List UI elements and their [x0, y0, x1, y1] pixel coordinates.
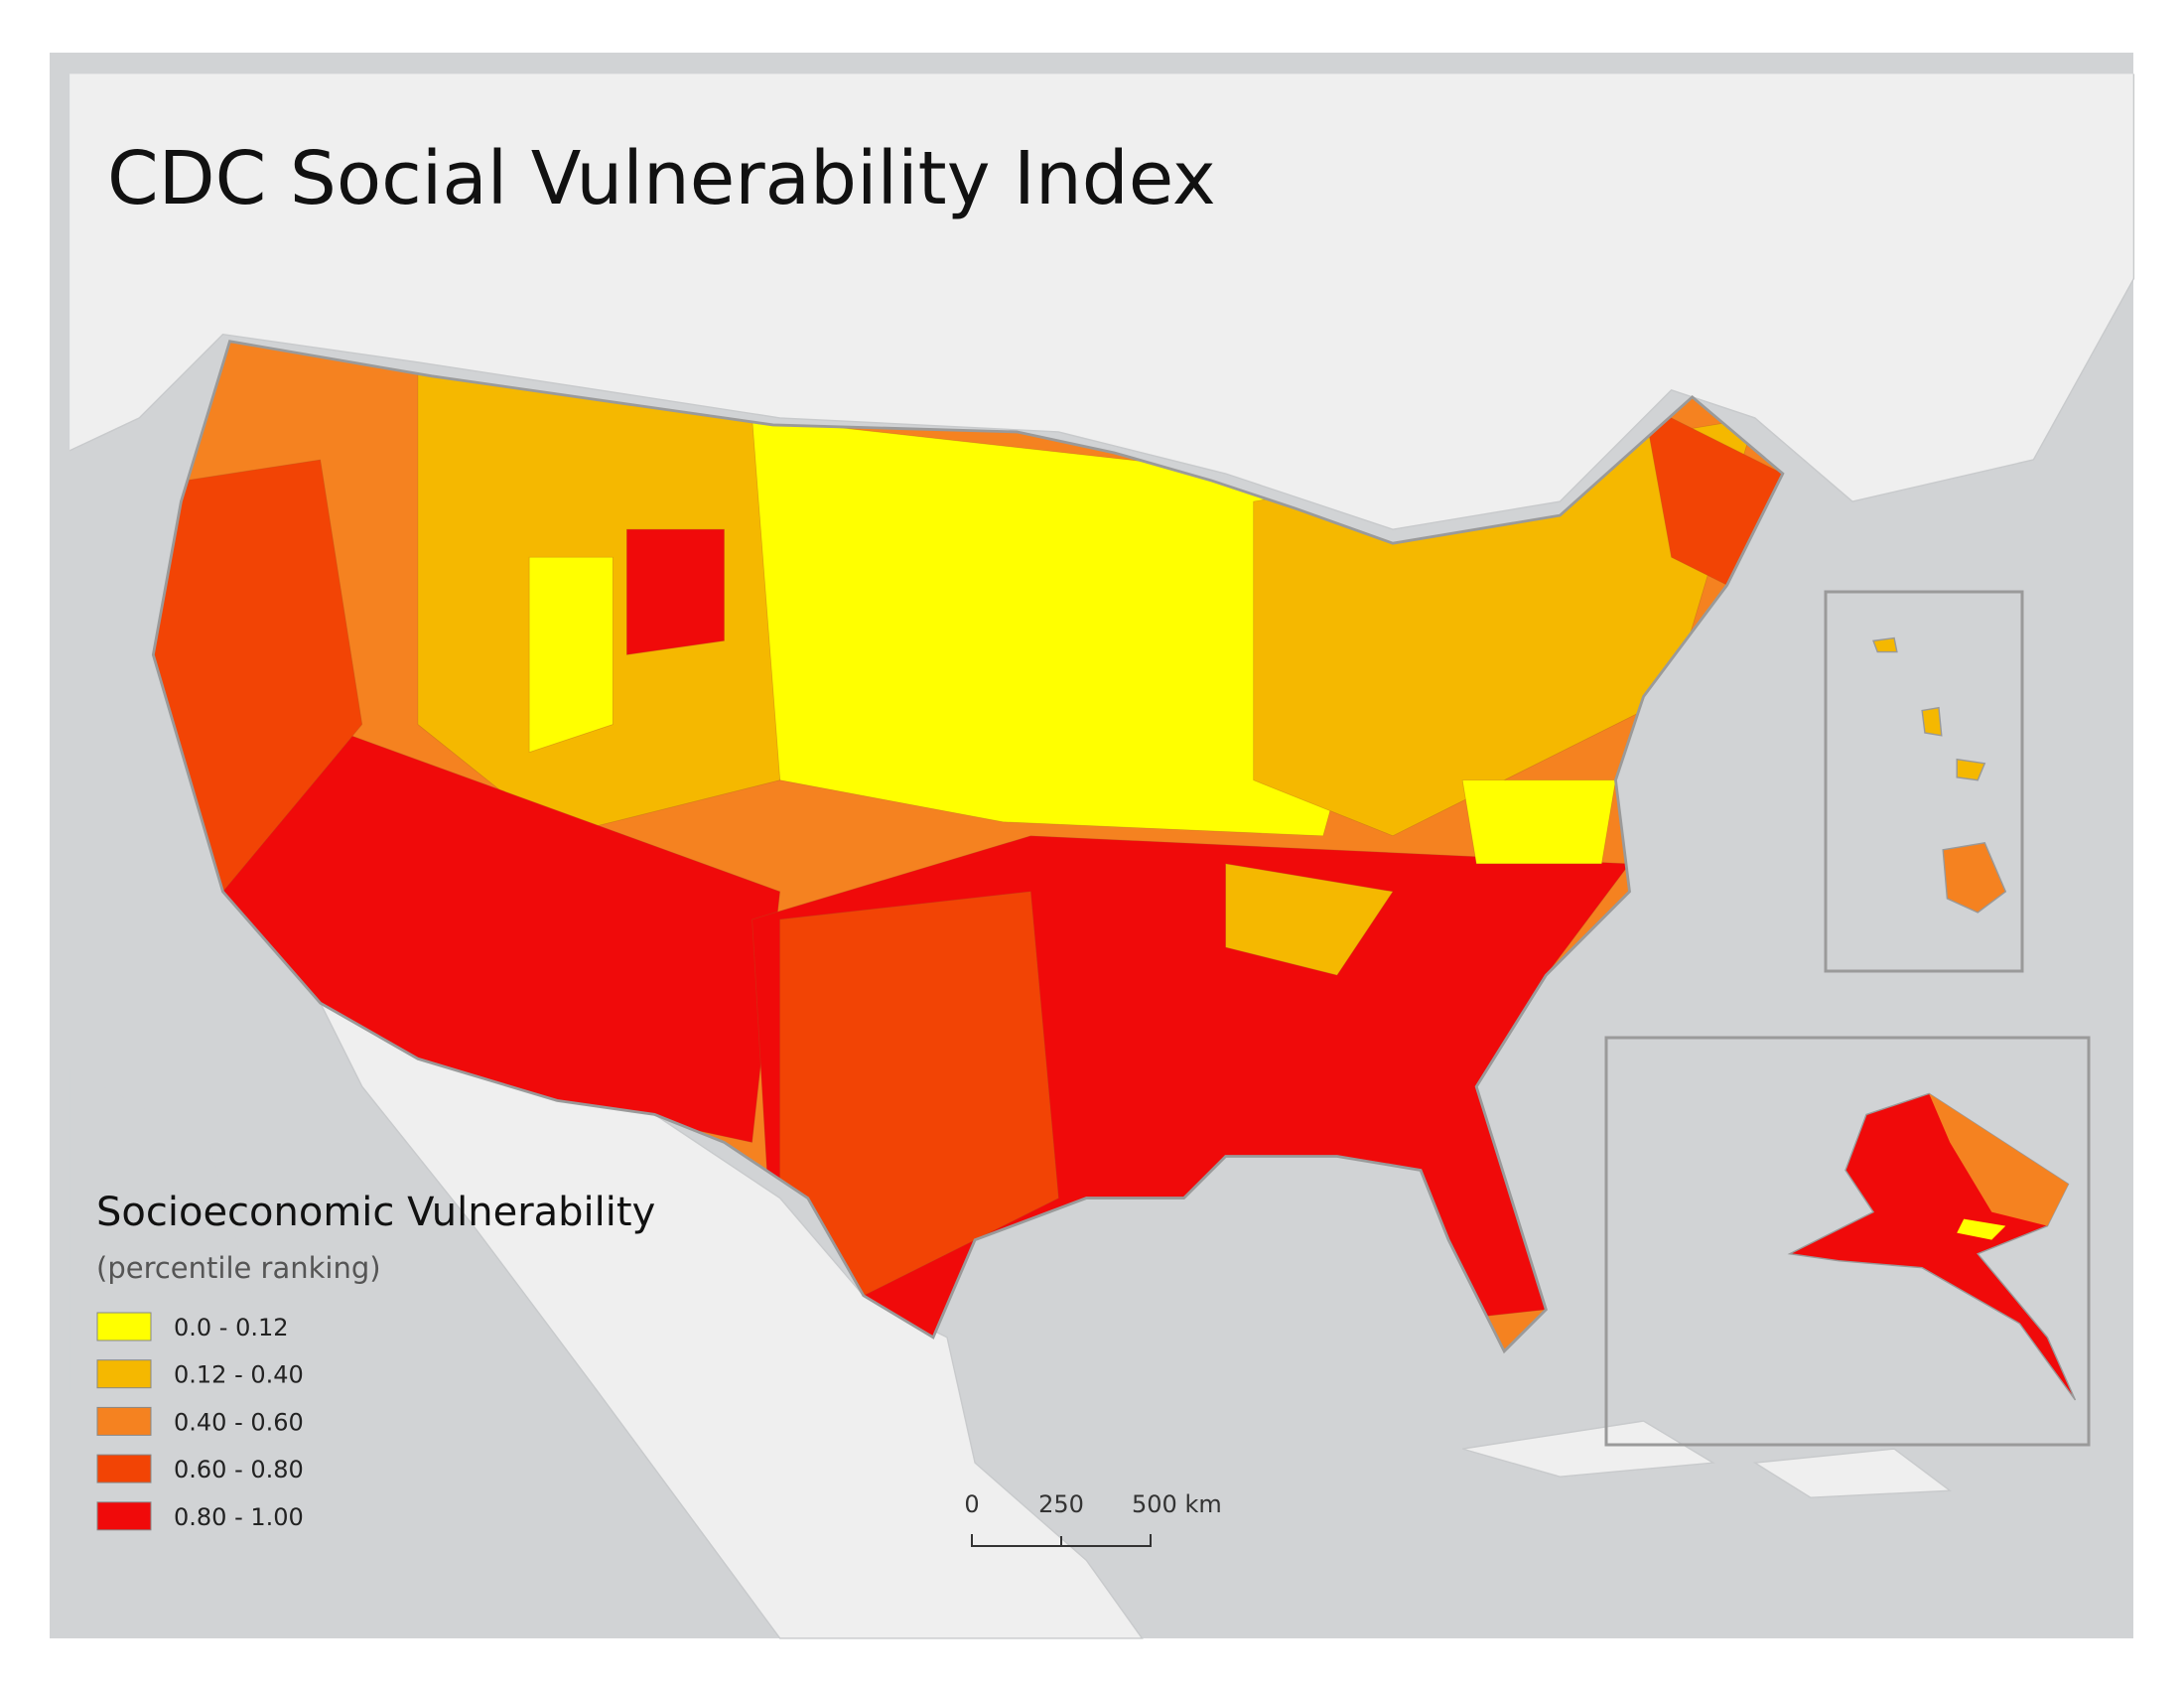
legend-swatch	[96, 1359, 152, 1389]
hawaii-island	[1921, 706, 1943, 737]
alaska-region	[1929, 1093, 2069, 1226]
us-outline	[151, 340, 1785, 1354]
scale-label: 250	[1038, 1490, 1084, 1518]
vulnerability-region	[779, 891, 1059, 1297]
basemap-land	[69, 73, 2135, 1639]
legend-label: 0.12 - 0.40	[174, 1361, 304, 1389]
legend-title: Socioeconomic Vulnerability	[96, 1190, 655, 1235]
scale-bar: 0 250 500 km	[964, 1490, 1222, 1547]
hawaii-island	[1956, 758, 1986, 781]
hawaii-island	[1872, 636, 1898, 653]
vulnerability-region	[1461, 779, 1616, 865]
inset-regions	[1787, 636, 2077, 1401]
legend-label: 0.40 - 0.60	[174, 1408, 304, 1436]
inset-shapes	[1787, 636, 2077, 1401]
legend-label: 0.0 - 0.12	[174, 1314, 289, 1341]
legend-subtitle: (percentile ranking)	[96, 1251, 381, 1285]
vulnerability-region	[625, 528, 725, 655]
legend-swatch	[96, 1501, 152, 1531]
vulnerability-region	[528, 556, 614, 754]
vulnerability-region	[153, 459, 363, 893]
legend-swatch	[96, 1312, 152, 1341]
legend-swatch	[96, 1406, 152, 1436]
scale-label: 500 km	[1132, 1490, 1222, 1518]
hawaii-inset	[1824, 590, 2024, 973]
vulnerability-region	[1225, 863, 1394, 976]
alaska-inset	[1604, 1036, 2091, 1447]
legend-swatch	[96, 1454, 152, 1483]
legend: 0.0 - 0.12 0.12 - 0.40 0.40 - 0.60 0.60 - 0…	[96, 1312, 304, 1531]
legend-label: 0.80 - 1.00	[174, 1503, 304, 1531]
alaska-region	[1957, 1218, 2006, 1240]
scale-label: 0	[964, 1490, 979, 1518]
map-title: CDC Social Vulnerability Index	[107, 136, 1216, 221]
hawaii-island	[1942, 842, 2007, 914]
legend-label: 0.60 - 0.80	[174, 1456, 304, 1483]
